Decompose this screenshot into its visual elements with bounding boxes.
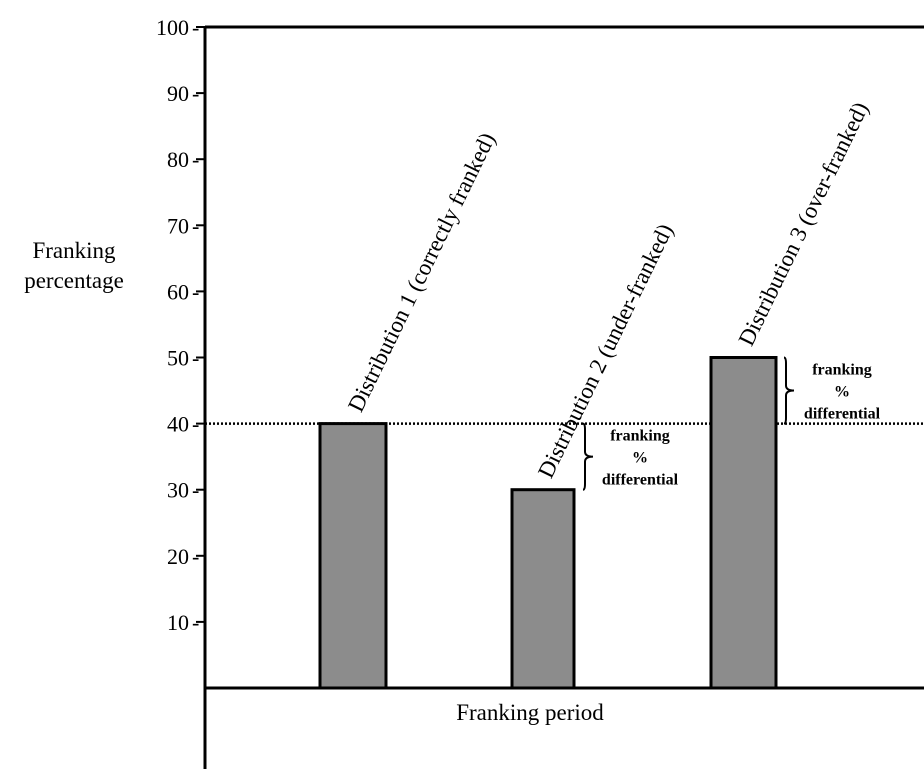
brace-2 [783, 356, 795, 425]
y-tick-dash-80: - [192, 147, 199, 172]
y-tick-label-100: 100 [156, 15, 189, 40]
annotation-2-line-1: franking [812, 362, 872, 379]
y-tick-label-10: 10 [167, 610, 189, 635]
y-axis-label-line-2: percentage [24, 268, 124, 293]
y-tick-dash-20: - [192, 544, 199, 569]
y-tick-dash-100: - [192, 15, 199, 40]
y-tick-label-70: 70 [167, 213, 189, 238]
annotation-1-line-1: franking [610, 428, 670, 445]
category-label-3: Distribution 3 (over-franked) [734, 98, 874, 350]
y-tick-dash-90: - [192, 81, 199, 106]
y-tick-label-40: 40 [167, 412, 189, 437]
brace-1 [582, 422, 594, 491]
y-tick-label-90: 90 [167, 81, 189, 106]
y-tick-dash-40: - [192, 412, 199, 437]
bar-1 [318, 422, 388, 690]
y-tick-dash-30: - [192, 478, 199, 503]
annotation-2-line-3: differential [804, 406, 881, 423]
y-tick-dash-50: - [192, 346, 199, 371]
y-tick-label-60: 60 [167, 279, 189, 304]
y-tick-label-20: 20 [167, 544, 189, 569]
y-axis-label: Franking percentage [14, 236, 134, 296]
y-axis-label-line-1: Franking [32, 238, 116, 263]
bar-3 [709, 356, 778, 690]
annotation-2-line-2: % [834, 384, 850, 401]
y-tick-dash-10: - [192, 610, 199, 635]
y-tick-dash-70: - [192, 213, 199, 238]
annotation-1-line-2: % [632, 450, 648, 467]
category-label-1: Distribution 1 (correctly franked) [343, 129, 500, 416]
bar-2 [510, 488, 576, 690]
y-tick-label-30: 30 [167, 478, 189, 503]
x-axis-label: Franking period [456, 700, 604, 725]
y-tick-dash-60: - [192, 279, 199, 304]
y-tick-label-80: 80 [167, 147, 189, 172]
annotation-1-line-3: differential [602, 472, 679, 489]
y-tick-label-50: 50 [167, 346, 189, 371]
